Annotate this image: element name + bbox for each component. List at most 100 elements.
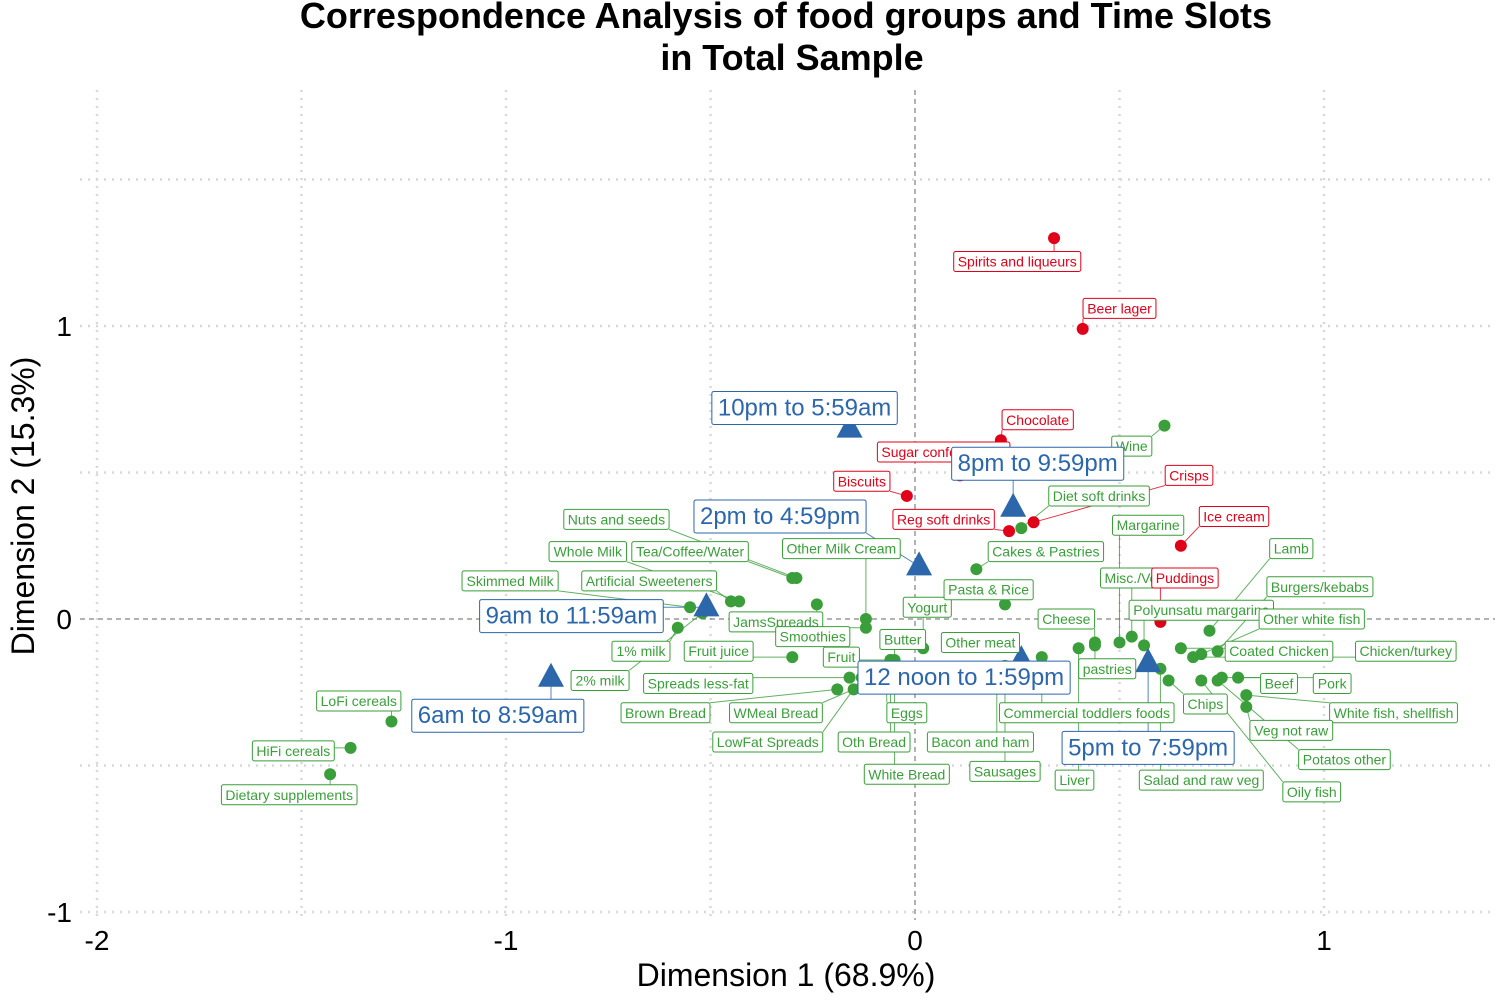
label-text-commercial-toddlers-foods: Commercial toddlers foods <box>1004 705 1171 721</box>
label-text-chicken-turkey: Chicken/turkey <box>1360 643 1453 659</box>
label-text-wmeal-bread: WMeal Bread <box>734 705 819 721</box>
label-text-butter: Butter <box>884 632 922 648</box>
label-text-6am-to-8-59am: 6am to 8:59am <box>418 702 578 729</box>
label-text-pork: Pork <box>1318 675 1348 691</box>
label-12-noon-to-1-59pm: 12 noon to 1:59pm <box>857 660 1071 695</box>
label-puddings: Puddings <box>1151 567 1219 589</box>
label-text-sausages: Sausages <box>974 763 1036 779</box>
label-text-lofi-cereals: LoFi cereals <box>321 693 397 709</box>
label-text-coated-chicken: Coated Chicken <box>1229 643 1329 659</box>
label-text-pasta-rice: Pasta & Rice <box>948 582 1029 598</box>
label-text-12-noon-to-1-59pm: 12 noon to 1:59pm <box>864 664 1064 691</box>
label-box-tea-coffee-water <box>631 541 749 563</box>
label-box-butter <box>879 629 927 651</box>
leader-tea-coffee-water <box>748 561 793 579</box>
label-box-artificial-sweeteners <box>581 570 718 592</box>
label-text-biscuits: Biscuits <box>838 473 886 489</box>
point-10pm-to-5-59am <box>836 413 863 438</box>
label-beer-lager: Beer lager <box>1082 297 1157 319</box>
point-liver <box>1072 642 1085 655</box>
label-crisps: Crisps <box>1164 464 1214 486</box>
label-other-milk-cream: Other Milk Cream <box>782 538 901 560</box>
chart-title-line-1: Correspondence Analysis of food groups a… <box>300 0 1272 36</box>
point-labels: LoFi cereals HiFi cereals Dietary suppleme… <box>220 251 1458 806</box>
label-salad-and-raw-veg: Salad and raw veg <box>1138 769 1264 791</box>
label-veg-not-raw: Veg not raw <box>1249 719 1334 741</box>
point-diet-soft-drinks <box>1015 522 1028 535</box>
label-text-cheese: Cheese <box>1042 611 1090 627</box>
point-pork <box>1232 671 1245 684</box>
label-box-lofi-cereals <box>316 690 402 712</box>
point-beer-lager <box>1076 322 1089 335</box>
label-text-8pm-to-9-59pm: 8pm to 9:59pm <box>958 450 1118 477</box>
label-smoothies: Smoothies <box>775 626 851 648</box>
label-box-bacon-and-ham <box>926 731 1034 753</box>
label-text-yogurt: Yogurt <box>907 599 947 615</box>
point-biscuits <box>900 489 913 502</box>
label-box-commercial-toddlers-foods <box>999 702 1175 724</box>
point-smoothies <box>859 621 872 634</box>
point-tea-coffee-water <box>786 571 799 584</box>
label-box-eggs <box>886 702 928 724</box>
label-text-hifi-cereals: HiFi cereals <box>256 743 330 759</box>
label-box-fruit-juice <box>683 640 754 662</box>
label-text-beef: Beef <box>1265 675 1294 691</box>
label-liver: Liver <box>1054 769 1095 791</box>
label-text-spirits-and-liqueurs: Spirits and liqueurs <box>958 254 1077 270</box>
label-text-diet-soft-drinks: Diet soft drinks <box>1053 488 1146 504</box>
label-white-fish-shellfish: White fish, shellfish <box>1329 702 1458 724</box>
label-text-10pm-to-5-59am: 10pm to 5:59am <box>718 395 891 422</box>
label-other-white-fish: Other white fish <box>1258 608 1365 630</box>
point-6am-to-8-59am <box>537 662 564 687</box>
label-text-liver: Liver <box>1059 772 1090 788</box>
point-spirits-and-liqueurs <box>1048 232 1061 245</box>
x-tick-label: 1 <box>1316 925 1332 956</box>
label-box-yogurt <box>902 596 952 618</box>
label-box-fruit <box>822 646 860 668</box>
label-coated-chicken: Coated Chicken <box>1224 640 1334 662</box>
x-tick-label: -2 <box>85 925 110 956</box>
label-box-burgers-kebabs <box>1266 576 1374 598</box>
label-nuts-and-seeds: Nuts and seeds <box>563 508 670 530</box>
label-bacon-and-ham: Bacon and ham <box>926 731 1034 753</box>
label-text-5pm-to-7-59pm: 5pm to 7:59pm <box>1068 734 1228 761</box>
label-lamb: Lamb <box>1269 538 1314 560</box>
label-text-whole-milk: Whole Milk <box>554 544 623 560</box>
point-5pm-to-7-59pm <box>1135 648 1162 673</box>
point-artificial-sweeteners <box>724 595 737 608</box>
label-cheese: Cheese <box>1037 608 1096 630</box>
label-text-2pm-to-4-59pm: 2pm to 4:59pm <box>700 503 860 530</box>
label-box-lowfat-spreads <box>712 731 824 753</box>
label-text-2-milk: 2% milk <box>576 673 626 689</box>
label-box-nuts-and-seeds <box>563 508 670 530</box>
label-box-hifi-cereals <box>251 740 335 762</box>
point-other-milk-cream <box>859 613 872 625</box>
label-box-crisps <box>1164 464 1214 486</box>
label-text-9am-to-11-59am: 9am to 11:59am <box>486 603 658 630</box>
label-whole-milk: Whole Milk <box>548 541 628 563</box>
label-box-salad-and-raw-veg <box>1138 769 1264 791</box>
label-box-brown-bread <box>620 702 711 724</box>
label-spreads-less-fat: Spreads less-fat <box>643 672 754 694</box>
label-oily-fish: Oily fish <box>1282 781 1342 803</box>
label-yogurt: Yogurt <box>902 596 952 618</box>
point-2pm-to-4-59pm <box>906 551 933 576</box>
label-pastries: pastries <box>1078 658 1137 680</box>
label-box-other-milk-cream <box>782 538 901 560</box>
label-beef: Beef <box>1260 672 1298 694</box>
point-reg-soft-drinks <box>1003 525 1016 538</box>
y-tick-label: 1 <box>56 311 72 342</box>
label-text-reg-soft-drinks: Reg soft drinks <box>897 511 990 527</box>
point-polyunsatu-margarine <box>1138 639 1151 652</box>
label-reg-soft-drinks: Reg soft drinks <box>892 508 995 530</box>
label-9am-to-11-59am: 9am to 11:59am <box>479 599 664 634</box>
point-pastries <box>1088 636 1101 649</box>
point-spreads-less-fat <box>843 671 856 684</box>
label-box-pasta-rice <box>943 579 1034 601</box>
label-text-chips: Chips <box>1187 696 1223 712</box>
label-text-bacon-and-ham: Bacon and ham <box>931 734 1029 750</box>
label-text-other-white-fish: Other white fish <box>1263 611 1360 627</box>
label-box-margarine <box>1112 514 1185 536</box>
label-box-chocolate <box>1001 409 1074 431</box>
label-biscuits: Biscuits <box>833 470 891 492</box>
